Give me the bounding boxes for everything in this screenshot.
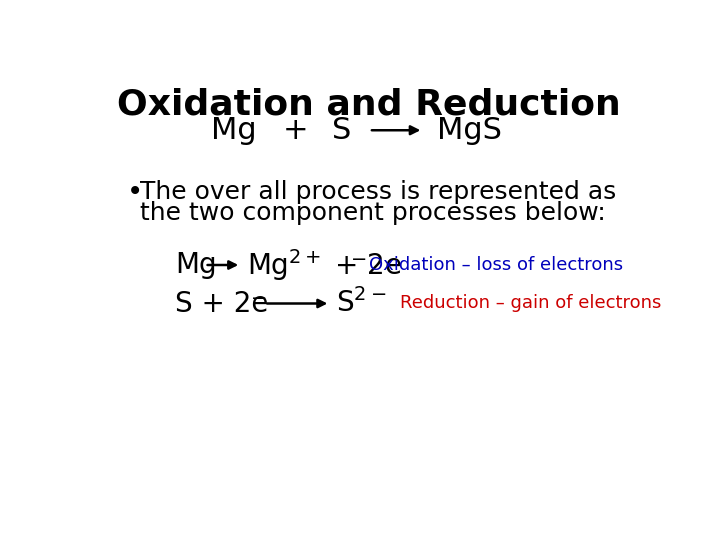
Text: Mg: Mg [210,116,256,145]
Text: S$^{2-}$: S$^{2-}$ [336,288,387,319]
Text: the two component processes below:: the two component processes below: [140,201,606,225]
Text: S + 2e: S + 2e [175,289,269,318]
Text: Mg: Mg [175,251,217,279]
Text: Oxidation and Reduction: Oxidation and Reduction [117,88,621,122]
Text: •: • [127,178,143,206]
Text: MgS: MgS [437,116,503,145]
Text: −: − [251,288,268,308]
Text: Mg$^{2+}$ + 2e: Mg$^{2+}$ + 2e [248,247,402,283]
Text: Reduction – gain of electrons: Reduction – gain of electrons [400,294,662,313]
Text: +: + [282,116,308,145]
Text: S: S [332,116,351,145]
Text: Oxidation – loss of electrons: Oxidation – loss of electrons [369,256,623,274]
Text: −: − [351,250,367,269]
Text: The over all process is represented as: The over all process is represented as [140,180,616,204]
